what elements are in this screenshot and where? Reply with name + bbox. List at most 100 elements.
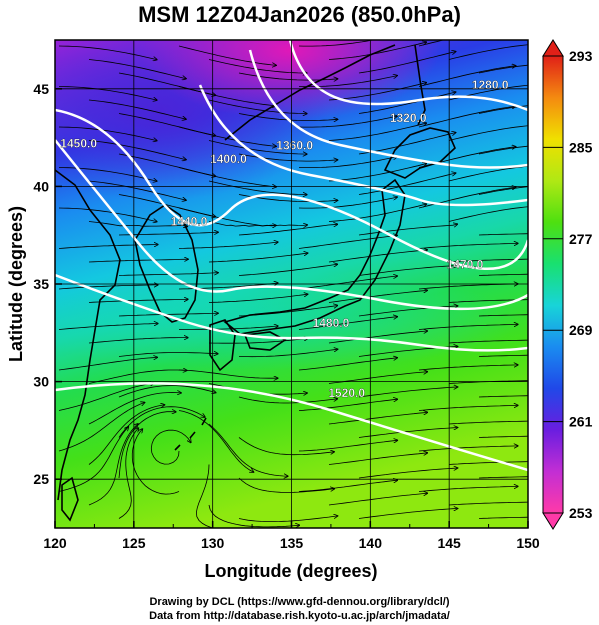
contour-line — [55, 273, 528, 352]
streamline — [328, 412, 427, 425]
streamline — [358, 52, 456, 74]
contour-label: 1480.0 — [313, 316, 350, 330]
streamline — [88, 370, 187, 384]
streamline — [358, 92, 456, 114]
streamline — [58, 167, 157, 182]
streamline — [238, 264, 337, 276]
coastline-sakhalin — [414, 44, 426, 126]
streamline — [178, 167, 276, 187]
streamline — [238, 477, 334, 493]
streamline — [88, 99, 186, 119]
contour-label: 1520.0 — [328, 386, 365, 400]
streamline — [58, 207, 157, 222]
coastline-ryukyu — [174, 417, 207, 451]
streamline — [358, 468, 458, 479]
contour-labels: 1280.0 1320.0 1360.0 1400.0 1440.0 1450.0 1480… — [60, 78, 509, 401]
contour-label: 1280.0 — [472, 78, 509, 92]
streamline — [195, 464, 214, 528]
streamline — [418, 243, 518, 249]
y-tick-label: 25 — [33, 471, 49, 487]
colorbar: 253 261 269 277 285 293 — [542, 39, 593, 530]
streamline — [178, 45, 276, 65]
streamline — [358, 428, 458, 438]
data-credit: Data from http://database.rish.kyoto-u.a… — [149, 610, 450, 622]
colorbar-tick-label: 285 — [569, 139, 593, 155]
streamline — [208, 99, 307, 114]
streamline — [131, 429, 180, 495]
y-tick-label: 35 — [33, 276, 49, 292]
y-tick-label: 45 — [33, 81, 49, 97]
streamline — [238, 349, 338, 358]
streamline — [328, 123, 426, 141]
streamline — [88, 221, 187, 227]
streamline — [298, 276, 397, 290]
streamline — [118, 232, 218, 236]
grid-lines — [55, 40, 528, 528]
streamline — [208, 140, 307, 155]
streamline — [358, 387, 458, 398]
streamline — [298, 480, 397, 492]
plot-area: 1280.0 1320.0 1360.0 1400.0 1440.0 1450.0 1480… — [55, 40, 528, 528]
streamline — [358, 224, 457, 236]
streamline — [418, 324, 518, 330]
contour-label: 1450.0 — [60, 136, 97, 150]
streamline — [88, 59, 186, 79]
streamline — [478, 395, 528, 398]
streamline — [58, 86, 157, 101]
cold-core-magenta — [140, 40, 440, 120]
streamline — [88, 140, 186, 160]
streamline — [238, 224, 337, 236]
streamline — [298, 358, 397, 371]
streamline — [478, 273, 528, 276]
coastline-hokkaido — [383, 127, 456, 179]
streamline — [298, 235, 397, 249]
streamline — [58, 45, 157, 60]
streamline — [58, 285, 158, 290]
coastline-honshu — [223, 178, 406, 335]
streamline — [118, 428, 138, 519]
map-title: MSM 12Z04Jan2026 (850.0hPa) — [138, 2, 461, 27]
streamline — [208, 180, 307, 195]
streamline — [328, 453, 427, 465]
x-tick-label: 120 — [43, 535, 67, 551]
streamline — [58, 126, 157, 141]
colorbar-bar — [542, 55, 564, 514]
streamline — [358, 265, 458, 276]
streamline — [448, 125, 528, 141]
streamline — [208, 504, 299, 527]
streamline — [448, 299, 528, 303]
streamline — [328, 290, 427, 303]
streamline — [478, 476, 528, 479]
streamline — [88, 338, 188, 344]
streamline — [208, 221, 307, 227]
streamline — [118, 406, 205, 438]
contour-line — [288, 40, 528, 112]
contour-label: 1470.0 — [447, 257, 484, 271]
streamline — [178, 86, 276, 106]
drawing-credit: Drawing by DCL (https://www.gfd-dennou.o… — [149, 596, 450, 608]
streamline — [418, 365, 518, 371]
streamline — [478, 233, 528, 236]
streamline — [150, 429, 191, 465]
streamline — [178, 369, 278, 378]
streamline — [298, 116, 397, 128]
streamline — [358, 509, 458, 519]
contour-label: 1320.0 — [390, 111, 427, 125]
x-tick-label: 145 — [437, 535, 461, 551]
streamline — [238, 153, 338, 161]
streamline — [448, 501, 528, 506]
streamline — [328, 250, 427, 263]
streamline — [418, 405, 518, 411]
y-axis-label: Latitude (degrees) — [6, 206, 26, 362]
streamline — [178, 326, 278, 330]
streamline — [448, 339, 528, 344]
streamline — [178, 242, 278, 249]
colorbar-tick-label: 269 — [569, 322, 593, 338]
y-tick-label: 30 — [33, 374, 49, 390]
streamline — [298, 440, 397, 452]
streamline — [58, 383, 154, 411]
streamline — [118, 385, 216, 398]
streamline — [238, 516, 338, 522]
coastline-korea — [134, 204, 199, 323]
streamline — [478, 314, 528, 317]
